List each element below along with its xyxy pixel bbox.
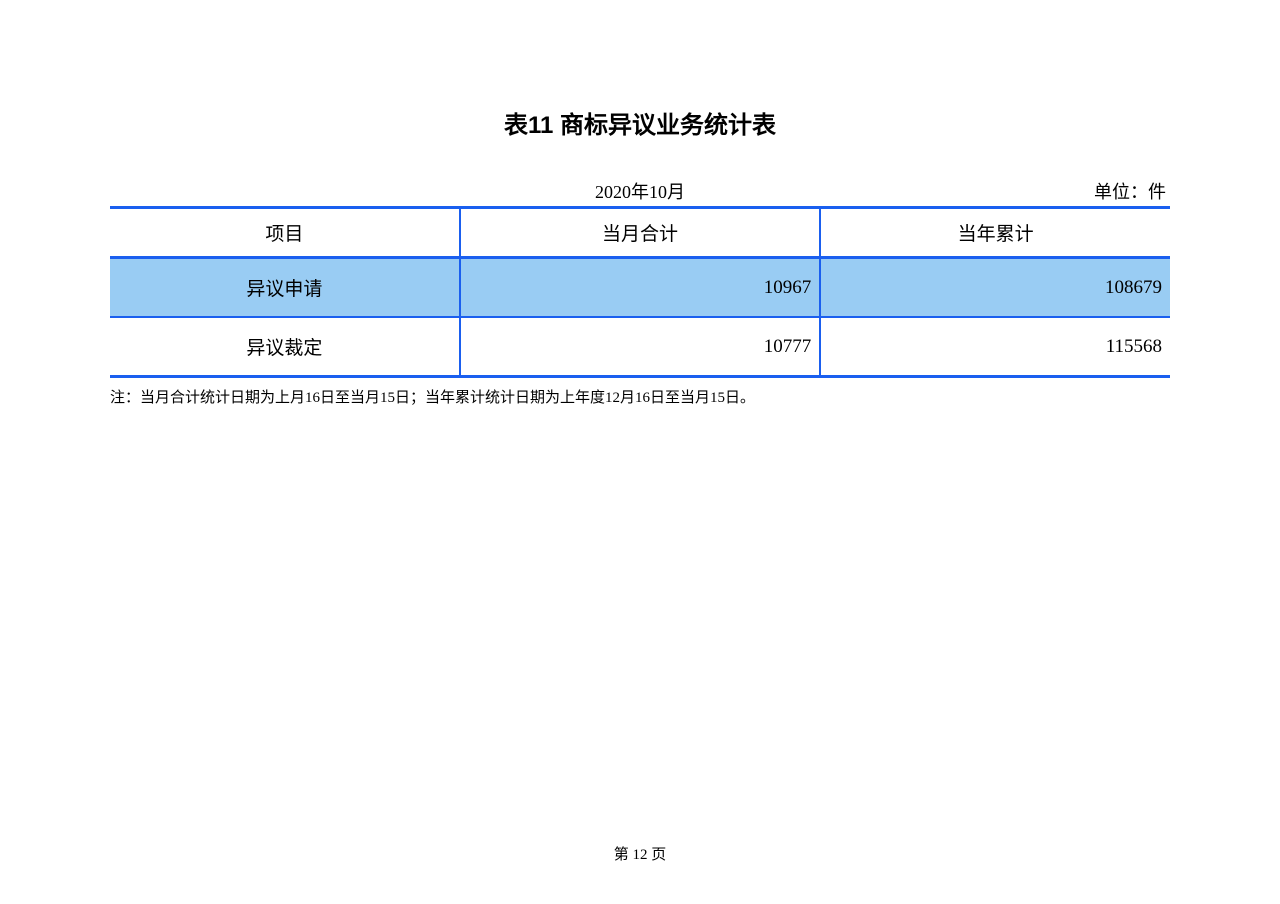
col-header-year: 当年累计 <box>820 208 1170 258</box>
table-row: 异议申请 10967 108679 <box>110 258 1170 318</box>
cell-month: 10967 <box>460 258 820 318</box>
cell-item: 异议裁定 <box>110 317 460 377</box>
unit-label: 单位：件 <box>1094 178 1166 204</box>
table-header-row: 项目 当月合计 当年累计 <box>110 208 1170 258</box>
date-label: 2020年10月 <box>595 178 685 204</box>
page-number: 第 12 页 <box>614 843 667 864</box>
page-container: 表11 商标异议业务统计表 2020年10月 单位：件 项目 当月合计 当年累计… <box>0 0 1280 407</box>
meta-row: 2020年10月 单位：件 <box>110 178 1170 206</box>
page-title: 表11 商标异议业务统计表 <box>0 105 1280 140</box>
cell-item: 异议申请 <box>110 258 460 318</box>
cell-year: 115568 <box>820 317 1170 377</box>
cell-month: 10777 <box>460 317 820 377</box>
col-header-month: 当月合计 <box>460 208 820 258</box>
table-row: 异议裁定 10777 115568 <box>110 317 1170 377</box>
cell-year: 108679 <box>820 258 1170 318</box>
table-wrapper: 项目 当月合计 当年累计 异议申请 10967 108679 异议裁定 1077… <box>110 206 1170 378</box>
footnote: 注：当月合计统计日期为上月16日至当月15日；当年累计统计日期为上年度12月16… <box>110 386 1170 407</box>
col-header-item: 项目 <box>110 208 460 258</box>
stats-table: 项目 当月合计 当年累计 异议申请 10967 108679 异议裁定 1077… <box>110 206 1170 378</box>
